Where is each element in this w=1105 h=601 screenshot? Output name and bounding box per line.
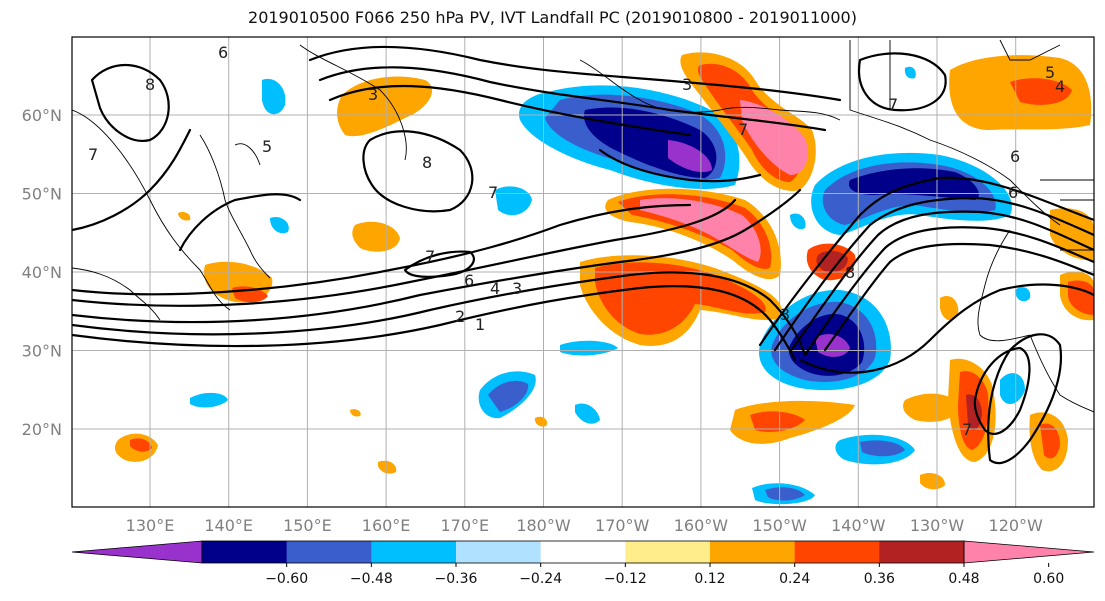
contour-label: 7 bbox=[888, 95, 898, 114]
latitude-labels: 60°N 50°N 40°N 30°N 20°N bbox=[22, 106, 62, 439]
lat-tick-label: 20°N bbox=[22, 420, 62, 439]
lon-tick-label: 130°W bbox=[910, 516, 965, 535]
map-title: 2019010500 F066 250 hPa PV, IVT Landfall… bbox=[248, 8, 857, 27]
contour-label: 8 bbox=[422, 153, 432, 172]
colorbar-tick-label: 0.36 bbox=[864, 571, 895, 587]
colorbar-segment bbox=[202, 541, 288, 563]
map-frame bbox=[71, 36, 1095, 508]
contour-label: 7 bbox=[88, 145, 98, 164]
colorbar-segment bbox=[540, 541, 626, 563]
colorbar-segment bbox=[371, 541, 457, 563]
colorbar-tick-label: 0.48 bbox=[948, 571, 979, 587]
lat-tick-label: 30°N bbox=[22, 342, 62, 361]
contour-label: 4 bbox=[490, 279, 500, 298]
lon-tick-label: 160°W bbox=[674, 516, 729, 535]
colorbar: −0.60 −0.48 −0.36 −0.24 −0.12 0.12 0.24 0.36 0.4… bbox=[71, 540, 1095, 587]
contour-label: 3 bbox=[780, 305, 790, 324]
colorbar-segment bbox=[625, 541, 711, 563]
lon-tick-label: 180°W bbox=[516, 516, 571, 535]
lon-tick-label: 170°W bbox=[595, 516, 650, 535]
contour-label: 6 bbox=[1010, 147, 1020, 166]
colorbar-segment bbox=[456, 541, 542, 563]
contour-label: 5 bbox=[1045, 63, 1055, 82]
contour-label: 7 bbox=[962, 420, 972, 439]
colorbar-extend-high bbox=[963, 540, 1095, 564]
contour-label: 4 bbox=[1055, 77, 1065, 96]
lat-tick-label: 40°N bbox=[22, 263, 62, 282]
contour-label: 8 bbox=[145, 75, 155, 94]
lat-tick-label: 60°N bbox=[22, 106, 62, 125]
lon-tick-label: 140°W bbox=[831, 516, 886, 535]
colorbar-segment bbox=[710, 541, 796, 563]
colorbar-tick-label: 0.24 bbox=[779, 571, 810, 587]
lon-tick-label: 140°E bbox=[204, 516, 253, 535]
pv-contours bbox=[72, 45, 1094, 465]
lon-tick-label: 160°E bbox=[362, 516, 411, 535]
lon-tick-label: 150°W bbox=[752, 516, 807, 535]
contour-label: 6 bbox=[1008, 183, 1018, 202]
colorbar-tick-label: −0.48 bbox=[350, 571, 393, 587]
contour-label: 3 bbox=[682, 75, 692, 94]
colorbar-tick-label: 0.60 bbox=[1033, 571, 1064, 587]
contour-label: 1 bbox=[475, 315, 485, 334]
pv-anomaly-shading bbox=[114, 52, 1094, 505]
lat-tick-label: 50°N bbox=[22, 185, 62, 204]
colorbar-segment bbox=[794, 541, 880, 563]
contour-label: 7 bbox=[738, 120, 748, 139]
contour-label: 6 bbox=[464, 271, 474, 290]
contour-label: 3 bbox=[512, 279, 522, 298]
contour-label: 5 bbox=[262, 137, 272, 156]
colorbar-tick-label: 0.12 bbox=[694, 571, 725, 587]
colorbar-extend-low bbox=[71, 540, 203, 564]
contour-label: 6 bbox=[218, 43, 228, 62]
contour-label: 7 bbox=[488, 183, 498, 202]
contour-label: 7 bbox=[425, 247, 435, 266]
contour-label: 3 bbox=[368, 85, 378, 104]
colorbar-segment bbox=[879, 541, 965, 563]
contour-label: 8 bbox=[845, 263, 855, 282]
colorbar-outline bbox=[201, 540, 965, 564]
lon-tick-label: 120°W bbox=[989, 516, 1044, 535]
colorbar-tick-label: −0.36 bbox=[435, 571, 478, 587]
lon-tick-label: 170°E bbox=[440, 516, 489, 535]
colorbar-segment bbox=[286, 541, 372, 563]
lon-tick-label: 150°E bbox=[283, 516, 332, 535]
lat-lon-gridlines bbox=[72, 37, 1094, 507]
contour-label: 2 bbox=[455, 307, 465, 326]
contour-labels: 6 8 7 3 5 8 7 7 6 4 3 2 1 3 7 6 8 5 4 6 … bbox=[88, 43, 1065, 439]
lon-tick-label: 130°E bbox=[126, 516, 175, 535]
colorbar-tick-label: −0.60 bbox=[265, 571, 308, 587]
colorbar-tick-label: −0.24 bbox=[519, 571, 562, 587]
longitude-labels: 130°E 140°E 150°E 160°E 170°E 180°W 170°W 160°W… bbox=[126, 516, 1043, 535]
colorbar-tick-label: −0.12 bbox=[604, 571, 647, 587]
